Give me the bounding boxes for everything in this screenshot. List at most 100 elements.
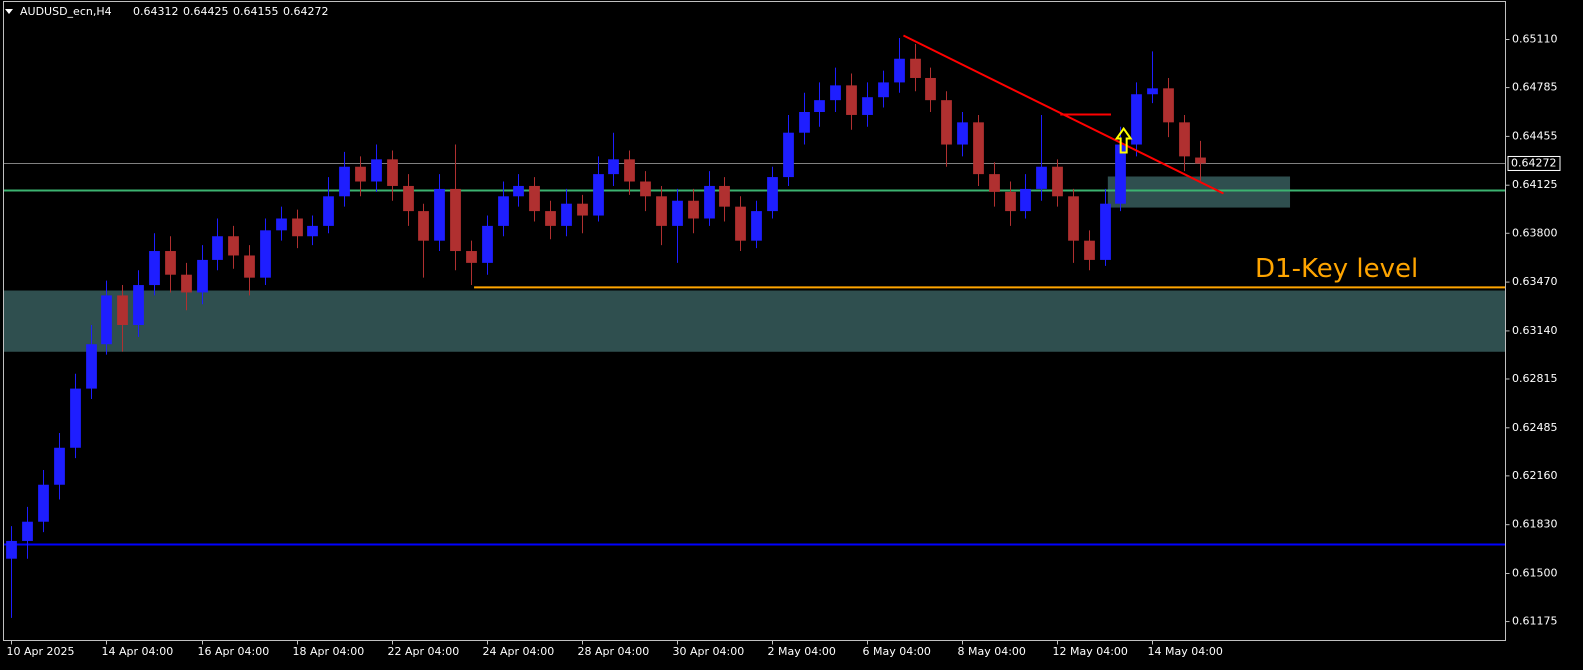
y-tick-label: 0.62160 — [1512, 469, 1558, 482]
candle-body — [371, 159, 382, 182]
plot-frame — [3, 1, 1506, 641]
candle-body — [925, 77, 936, 101]
annotations: D1-Key level — [902, 34, 1418, 284]
candle-body — [244, 255, 255, 278]
candle-body — [482, 225, 493, 263]
candle-body — [878, 82, 889, 98]
candle-body — [989, 174, 1000, 192]
zones — [3, 176, 1506, 352]
candles — [6, 38, 1206, 618]
candle-body — [1084, 240, 1095, 260]
candle-body — [434, 188, 445, 241]
candle-body — [1115, 144, 1126, 204]
candle-body — [608, 159, 619, 175]
close-price: 0.64272 — [283, 5, 329, 18]
candle-body — [54, 447, 65, 485]
candle-body — [973, 122, 984, 175]
candle-body — [1195, 157, 1206, 164]
x-tick-label: 16 Apr 04:00 — [198, 645, 270, 658]
candle-body — [1005, 191, 1016, 212]
candle-body — [1036, 166, 1047, 189]
candle-body — [101, 295, 112, 345]
y-tick-label: 0.63140 — [1512, 324, 1558, 337]
candle-body — [640, 181, 651, 197]
candle-body — [228, 236, 239, 256]
x-tick-label: 18 Apr 04:00 — [293, 645, 365, 658]
price-tag-label: 0.64272 — [1511, 156, 1557, 169]
candle-body — [1020, 188, 1031, 212]
candle-body — [181, 274, 192, 293]
candle-body — [117, 295, 128, 325]
candle-body — [450, 188, 461, 252]
candle-body — [355, 166, 366, 182]
candle-body — [165, 251, 176, 275]
candle-body — [1052, 166, 1063, 197]
candle-body — [830, 85, 841, 101]
y-tick-label: 0.62815 — [1512, 372, 1558, 385]
candle-body — [197, 259, 208, 293]
candle-body — [1179, 122, 1190, 157]
candle-body — [418, 211, 429, 241]
candle-body — [339, 166, 350, 197]
y-tick-label: 0.62485 — [1512, 421, 1558, 434]
y-tick-label: 0.65110 — [1512, 33, 1558, 46]
y-tick-label: 0.61175 — [1512, 615, 1558, 628]
symbol: AUDUSD_ecn,H4 — [20, 5, 112, 18]
candle-body — [212, 236, 223, 260]
candle-body — [894, 58, 905, 83]
menu-triangle[interactable] — [5, 9, 13, 14]
candle-body — [498, 196, 509, 226]
y-tick-label: 0.64785 — [1512, 81, 1558, 94]
candle-body — [624, 159, 635, 182]
x-tick-label: 30 Apr 04:00 — [673, 645, 745, 658]
high-price: 0.64425 — [183, 5, 229, 18]
candle-body — [957, 122, 968, 145]
x-tick-label: 28 Apr 04:00 — [578, 645, 650, 658]
open-price: 0.64312 — [133, 5, 179, 18]
y-tick-label: 0.64455 — [1512, 129, 1558, 142]
candle-body — [86, 344, 97, 389]
y-tick-label: 0.64125 — [1512, 178, 1558, 191]
candle-body — [1147, 88, 1158, 95]
candle-body — [260, 230, 271, 278]
candle-body — [513, 185, 524, 197]
key-level-label: D1-Key level — [1255, 254, 1418, 284]
candle-body — [767, 177, 778, 212]
candle-body — [704, 185, 715, 219]
candle-body — [133, 285, 144, 325]
x-tick-label: 14 May 04:00 — [1148, 645, 1223, 658]
candle-body — [323, 196, 334, 226]
candle-body — [22, 521, 33, 541]
candle-body — [593, 174, 604, 216]
candle-body — [70, 388, 81, 448]
lines — [3, 162, 1506, 546]
candle-body — [529, 185, 540, 212]
x-tick-label: 6 May 04:00 — [863, 645, 931, 658]
y-tick-label: 0.63800 — [1512, 226, 1558, 239]
candle-body — [719, 185, 730, 207]
y-tick-label: 0.61500 — [1512, 566, 1558, 579]
candle-body — [292, 218, 303, 237]
x-tick-label: 12 May 04:00 — [1053, 645, 1128, 658]
y-tick-label: 0.61830 — [1512, 518, 1558, 531]
y-tick-label: 0.63470 — [1512, 275, 1558, 288]
x-tick-label: 10 Apr 2025 — [7, 645, 75, 658]
candle-body — [941, 100, 952, 145]
candle-body — [6, 540, 17, 559]
candle-body — [846, 85, 857, 115]
candle-body — [814, 100, 825, 112]
candle-body — [149, 251, 160, 286]
low-price: 0.64155 — [233, 5, 279, 18]
candle-body — [735, 206, 746, 241]
candle-body — [688, 200, 699, 219]
candle-body — [1100, 203, 1111, 260]
candle-body — [307, 225, 318, 237]
candle-body — [577, 203, 588, 216]
candle-body — [910, 58, 921, 78]
candle-body — [1131, 94, 1142, 145]
candle-body — [545, 211, 556, 226]
candle-body — [656, 196, 667, 226]
signal-arrow — [1114, 126, 1133, 154]
x-tick-label: 8 May 04:00 — [958, 645, 1026, 658]
